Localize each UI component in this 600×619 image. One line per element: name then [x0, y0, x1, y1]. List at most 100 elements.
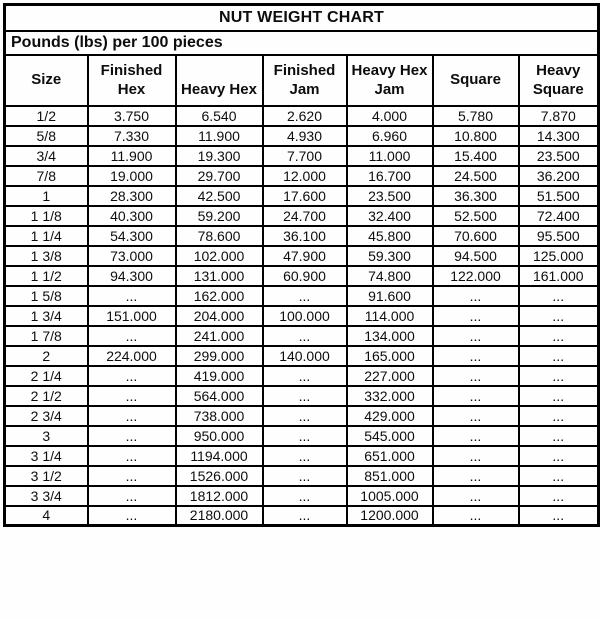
- weight-cell: ...: [517, 364, 600, 387]
- weight-cell: ...: [261, 464, 348, 487]
- weight-cell: ...: [86, 404, 177, 427]
- weight-cell: ...: [261, 284, 348, 307]
- table-row: 7/8 19.000 29.700 12.000 16.700 24.500 36.200: [3, 164, 600, 187]
- weight-cell: ...: [86, 364, 177, 387]
- weight-cell: 51.500: [517, 184, 600, 207]
- weight-cell: 36.300: [431, 184, 520, 207]
- weight-cell: 122.000: [431, 264, 520, 287]
- weight-cell: ...: [431, 404, 520, 427]
- weight-cell: ...: [261, 364, 348, 387]
- weight-cell: 851.000: [345, 464, 434, 487]
- table-row: 3 1/2... 1526.000... 851.000......: [3, 464, 600, 487]
- weight-cell: ...: [86, 444, 177, 467]
- weight-cell: ...: [86, 504, 177, 527]
- size-cell: 5/8: [3, 124, 89, 147]
- table-row: 4... 2180.000... 1200.000......: [3, 504, 600, 527]
- weight-cell: 16.700: [345, 164, 434, 187]
- table-row: 1 5/8... 162.000... 91.600......: [3, 284, 600, 307]
- weight-cell: 23.500: [345, 184, 434, 207]
- weight-cell: ...: [517, 384, 600, 407]
- size-cell: 3 1/4: [3, 444, 89, 467]
- table-row: 1 28.300 42.500 17.600 23.500 36.300 51.500: [3, 184, 600, 207]
- weight-cell: ...: [517, 464, 600, 487]
- size-cell: 1 1/4: [3, 224, 89, 247]
- weight-cell: 125.000: [517, 244, 600, 267]
- size-cell: 1 7/8: [3, 324, 89, 347]
- weight-cell: 738.000: [174, 404, 264, 427]
- weight-cell: ...: [431, 364, 520, 387]
- weight-cell: 2180.000: [174, 504, 264, 527]
- weight-cell: ...: [517, 424, 600, 447]
- size-cell: 2 3/4: [3, 404, 89, 427]
- weight-cell: 1194.000: [174, 444, 264, 467]
- weight-cell: ...: [261, 484, 348, 507]
- weight-cell: 564.000: [174, 384, 264, 407]
- size-cell: 3 1/2: [3, 464, 89, 487]
- size-cell: 1 1/2: [3, 264, 89, 287]
- size-cell: 1 3/8: [3, 244, 89, 267]
- weight-cell: 91.600: [345, 284, 434, 307]
- weight-cell: 7.330: [86, 124, 177, 147]
- weight-cell: ...: [86, 484, 177, 507]
- weight-cell: 15.400: [431, 144, 520, 167]
- size-cell: 4: [3, 504, 89, 527]
- weight-cell: 74.800: [345, 264, 434, 287]
- weight-cell: 24.500: [431, 164, 520, 187]
- weight-cell: ...: [431, 424, 520, 447]
- weight-cell: 3.750: [86, 104, 177, 127]
- weight-cell: 47.900: [261, 244, 348, 267]
- weight-cell: 72.400: [517, 204, 600, 227]
- weight-cell: 95.500: [517, 224, 600, 247]
- weight-cell: 419.000: [174, 364, 264, 387]
- table-row: 1 7/8... 241.000... 134.000......: [3, 324, 600, 347]
- table-row: 2 1/2... 564.000... 332.000......: [3, 384, 600, 407]
- weight-cell: ...: [86, 424, 177, 447]
- weight-cell: 23.500: [517, 144, 600, 167]
- weight-cell: 950.000: [174, 424, 264, 447]
- weight-cell: 59.200: [174, 204, 264, 227]
- weight-cell: 54.300: [86, 224, 177, 247]
- weight-cell: 70.600: [431, 224, 520, 247]
- table-row: 3/4 11.900 19.300 7.700 11.000 15.400 23.500: [3, 144, 600, 167]
- table-body: 1/2 3.750 6.540 2.620 4.000 5.780 7.870 5/8 7.33…: [3, 104, 600, 527]
- weight-cell: ...: [261, 324, 348, 347]
- weight-cell: ...: [517, 324, 600, 347]
- weight-cell: ...: [431, 284, 520, 307]
- column-header-row: Size Finished Hex Heavy Hex Finished Jam…: [3, 53, 600, 107]
- weight-cell: 165.000: [345, 344, 434, 367]
- weight-cell: ...: [431, 344, 520, 367]
- size-cell: 1/2: [3, 104, 89, 127]
- weight-cell: ...: [86, 464, 177, 487]
- weight-cell: ...: [431, 484, 520, 507]
- weight-cell: 1526.000: [174, 464, 264, 487]
- table-row: 2 3/4... 738.000... 429.000......: [3, 404, 600, 427]
- weight-cell: 102.000: [174, 244, 264, 267]
- weight-cell: ...: [431, 444, 520, 467]
- weight-cell: ...: [517, 484, 600, 507]
- weight-cell: ...: [431, 504, 520, 527]
- weight-cell: 151.000: [86, 304, 177, 327]
- weight-cell: 14.300: [517, 124, 600, 147]
- size-cell: 3/4: [3, 144, 89, 167]
- weight-cell: 11.900: [86, 144, 177, 167]
- weight-cell: ...: [517, 444, 600, 467]
- weight-cell: 4.930: [261, 124, 348, 147]
- weight-cell: 161.000: [517, 264, 600, 287]
- column-header-size: Size: [3, 53, 89, 107]
- weight-cell: 2.620: [261, 104, 348, 127]
- table-row: 1 1/2 94.300 131.000 60.900 74.800 122.000 161…: [3, 264, 600, 287]
- weight-cell: 7.870: [517, 104, 600, 127]
- weight-cell: ...: [431, 464, 520, 487]
- weight-cell: ...: [261, 384, 348, 407]
- column-header-heavy-hex-jam: Heavy Hex Jam: [345, 53, 434, 107]
- table-subtitle: Pounds (lbs) per 100 pieces: [3, 29, 600, 56]
- column-header-heavy-hex: Heavy Hex: [174, 53, 264, 107]
- weight-cell: 78.600: [174, 224, 264, 247]
- weight-cell: 11.900: [174, 124, 264, 147]
- weight-cell: 45.800: [345, 224, 434, 247]
- weight-cell: 134.000: [345, 324, 434, 347]
- weight-cell: ...: [261, 404, 348, 427]
- weight-cell: 28.300: [86, 184, 177, 207]
- weight-cell: 24.700: [261, 204, 348, 227]
